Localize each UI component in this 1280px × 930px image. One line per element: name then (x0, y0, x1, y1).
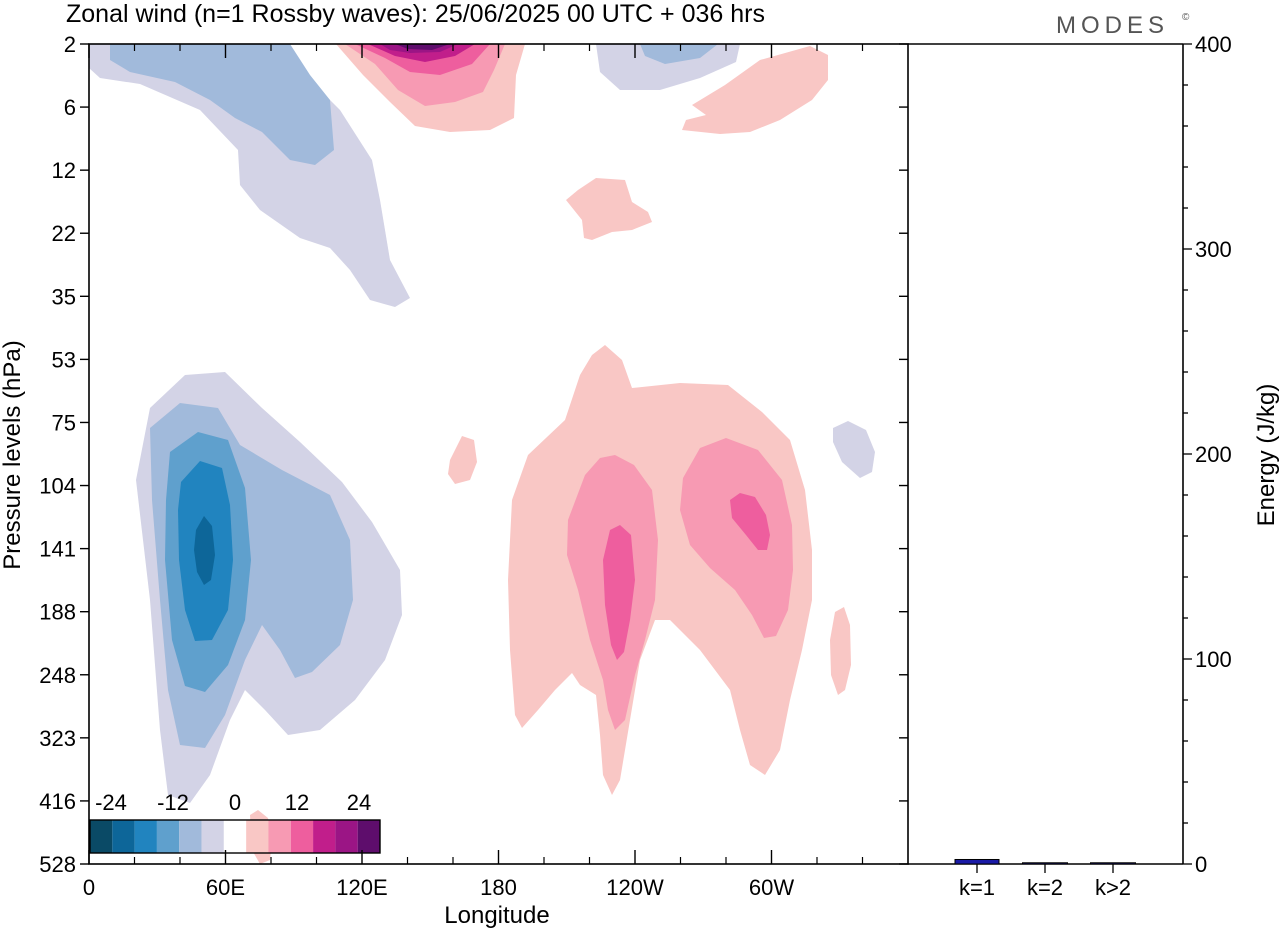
y-tick-label: 12 (52, 158, 76, 183)
y-tick-label: 141 (39, 537, 76, 562)
colorbar-labels: -24 -12 0 12 24 (95, 790, 371, 815)
wind-field (89, 44, 875, 864)
y-axis-label: Pressure levels (hPa) (0, 340, 26, 569)
y-tick-label: 188 (39, 600, 76, 625)
x-tick-label: 0 (83, 875, 95, 900)
colorbar-frame (89, 819, 381, 854)
colorbar-swatch (290, 820, 314, 853)
colorbar-label: 0 (229, 790, 241, 815)
energy-tick-label: 200 (1195, 442, 1232, 467)
x-tick-label: 180 (480, 875, 517, 900)
contour-pos-18 (730, 493, 770, 550)
energy-bars: k=1 k=2 k>2 (954, 858, 1136, 900)
colorbar-swatch (112, 820, 135, 853)
colorbar-swatch (134, 820, 157, 853)
energy-tick-label: 100 (1195, 647, 1232, 672)
y-tick-label: 6 (64, 95, 76, 120)
contour-pos-6 (566, 178, 652, 240)
contour-pos-6 (830, 607, 851, 695)
x-tick-label: 120E (336, 875, 387, 900)
contour-pos-6 (448, 436, 477, 484)
longitude-axis: 0 60E 120E 180 120W 60W (83, 44, 864, 900)
y-tick-label: 323 (39, 726, 76, 751)
colorbar-swatch (90, 820, 113, 853)
energy-category-label: k=2 (1027, 875, 1063, 900)
energy-axis: 0 100 200 300 400 (1183, 32, 1232, 877)
chart-title: Zonal wind (n=1 Rossby waves): 25/06/202… (66, 0, 765, 28)
copyright-mark: © (1182, 12, 1190, 23)
energy-category-label: k>2 (1095, 875, 1131, 900)
energy-tick-label: 400 (1195, 32, 1232, 57)
colorbar-label: -24 (95, 790, 127, 815)
y-tick-label: 528 (39, 852, 76, 877)
contour-neg-12 (110, 44, 334, 165)
colorbar-swatch (179, 820, 202, 853)
contour-neg-12 (640, 44, 718, 64)
colorbar-label: 24 (347, 790, 371, 815)
y-tick-label: 104 (39, 474, 76, 499)
colorbar-swatch (223, 820, 247, 853)
energy-bar-2 (1022, 862, 1068, 865)
contour-pos-36 (395, 44, 450, 50)
colorbar-swatch (335, 820, 358, 853)
y-tick-label: 75 (52, 410, 76, 435)
colorbar-swatch (313, 820, 336, 853)
y-tick-label: 22 (52, 221, 76, 246)
modes-logo: MODES (1056, 12, 1169, 39)
contour-pos-18 (603, 525, 635, 660)
energy-axis-label: Energy (J/kg) (1253, 384, 1280, 527)
modes-logo-text: MODES (1056, 12, 1169, 39)
energy-category-label: k=1 (959, 875, 995, 900)
y-tick-label: 2 (64, 32, 76, 57)
y-tick-label: 248 (39, 663, 76, 688)
colorbar-swatch (268, 820, 291, 853)
colorbar-label: 12 (285, 790, 309, 815)
y-tick-label: 416 (39, 789, 76, 814)
energy-bar-3 (1090, 862, 1136, 865)
energy-tick-label: 0 (1195, 852, 1207, 877)
contour-neg-6 (596, 44, 740, 90)
x-axis-label: Longitude (444, 902, 549, 929)
contour-neg-6 (833, 421, 875, 478)
x-tick-label: 120W (606, 875, 664, 900)
y-tick-label: 53 (52, 347, 76, 372)
contour-neg-30 (194, 516, 215, 585)
pressure-axis: 2 6 12 22 35 53 75 104 141 188 248 323 416 528 (39, 32, 908, 877)
contour-pos-6 (682, 46, 828, 134)
energy-tick-label: 300 (1195, 237, 1232, 262)
colorbar-swatch (201, 820, 224, 853)
y-tick-label: 35 (52, 284, 76, 309)
energy-bar-1 (954, 858, 1000, 865)
x-tick-label: 60W (749, 875, 794, 900)
colorbar-swatch (357, 820, 380, 853)
colorbar-swatch (156, 820, 180, 853)
contour-pos-12 (680, 438, 793, 638)
colorbar-swatch (246, 820, 269, 853)
colorbar (89, 819, 381, 854)
colorbar-label: -12 (157, 790, 189, 815)
x-tick-label: 60E (206, 875, 245, 900)
